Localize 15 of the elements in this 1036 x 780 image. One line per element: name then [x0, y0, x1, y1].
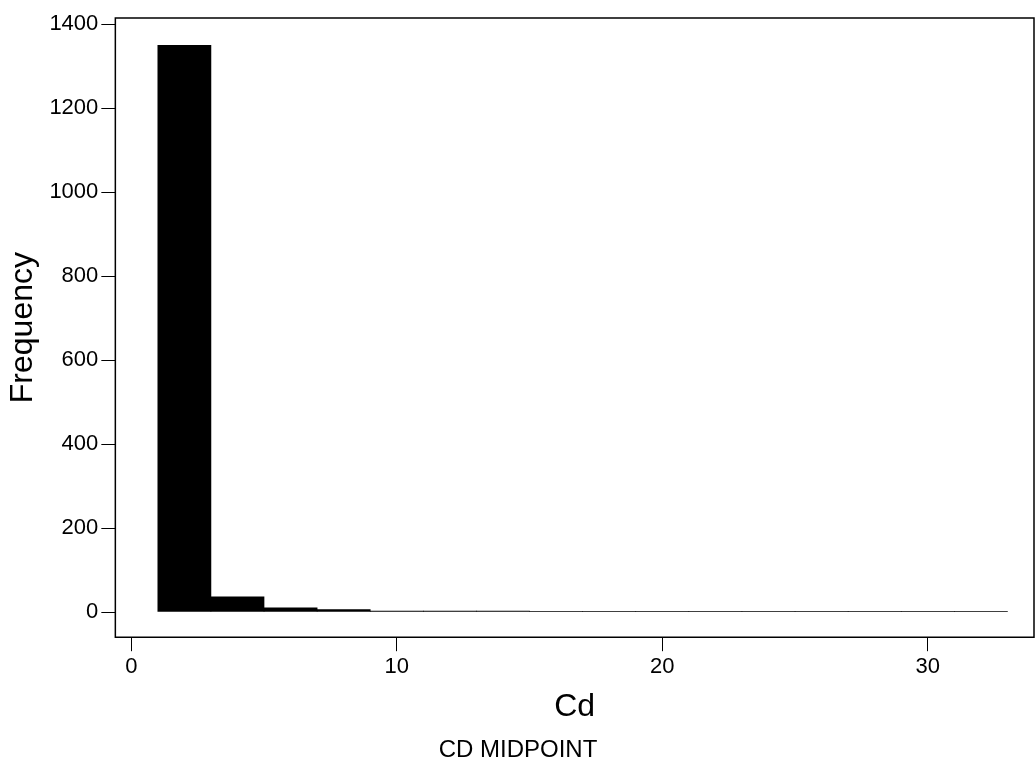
text: CD MIDPOINT — [437, 735, 599, 763]
y-axis-title: Frequency — [3, 252, 40, 404]
x-tick-label: 0 — [125, 653, 138, 679]
x-tick-label: 10 — [384, 653, 410, 679]
x-axis-title: Cd — [554, 686, 596, 723]
y-tick-label: 400 — [61, 430, 99, 456]
x-tick-label: 20 — [650, 653, 675, 679]
y-tick-label: 1200 — [49, 94, 99, 120]
y-tick-label: 800 — [61, 262, 99, 288]
y-tick-label: 1000 — [49, 178, 99, 204]
y-tick-label: 1400 — [49, 10, 99, 36]
x-tick-label: 30 — [915, 653, 941, 679]
y-tick-label: 600 — [61, 346, 99, 372]
y-tick-label: 200 — [61, 514, 99, 540]
y-tick-label: 0 — [86, 598, 99, 624]
